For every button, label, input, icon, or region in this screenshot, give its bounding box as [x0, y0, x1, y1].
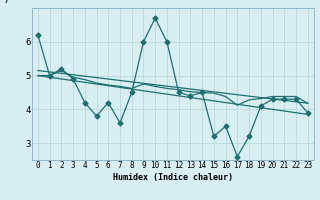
X-axis label: Humidex (Indice chaleur): Humidex (Indice chaleur) — [113, 173, 233, 182]
Text: 7: 7 — [4, 0, 10, 5]
